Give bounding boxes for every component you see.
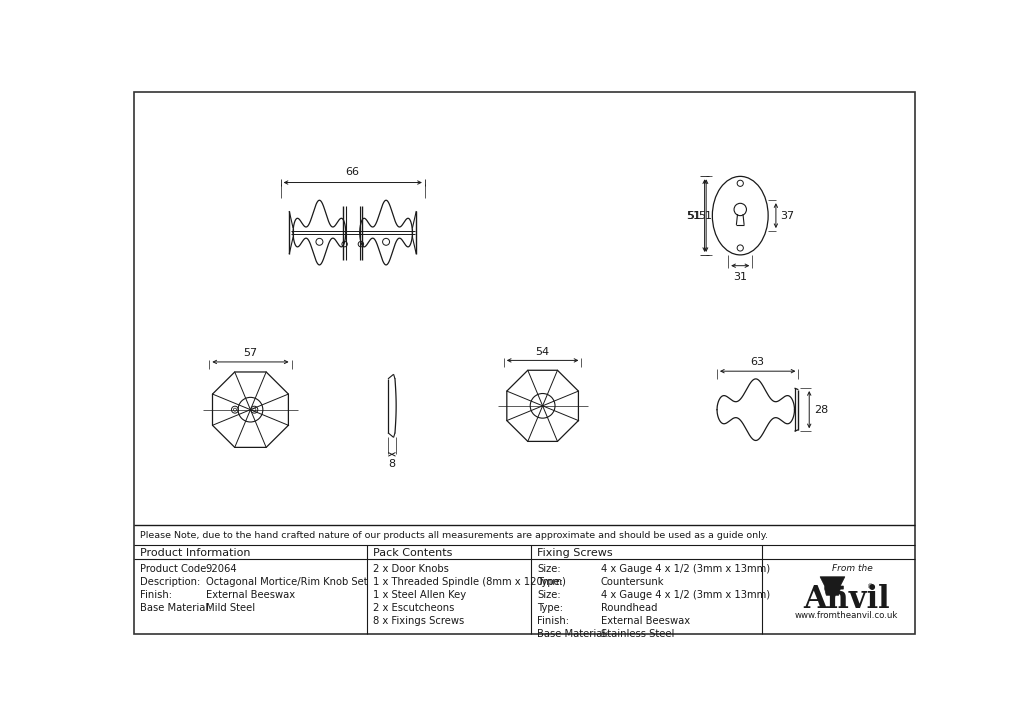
Text: Octagonal Mortice/Rim Knob Set: Octagonal Mortice/Rim Knob Set bbox=[206, 577, 368, 587]
Text: From the: From the bbox=[833, 564, 873, 574]
Text: Stainless Steel: Stainless Steel bbox=[601, 629, 674, 639]
Text: External Beeswax: External Beeswax bbox=[206, 590, 295, 600]
Text: 63: 63 bbox=[751, 357, 765, 367]
Text: 8: 8 bbox=[388, 459, 395, 469]
Text: Base Material:: Base Material: bbox=[538, 629, 608, 639]
Text: 2 x Door Knobs: 2 x Door Knobs bbox=[373, 564, 449, 574]
Text: Please Note, due to the hand crafted nature of our products all measurements are: Please Note, due to the hand crafted nat… bbox=[140, 531, 768, 541]
Text: Finish:: Finish: bbox=[140, 590, 172, 600]
Text: Base Material:: Base Material: bbox=[140, 603, 212, 613]
Text: Mild Steel: Mild Steel bbox=[206, 603, 255, 613]
Text: 37: 37 bbox=[780, 211, 795, 221]
Text: 57: 57 bbox=[244, 348, 257, 358]
Text: 51: 51 bbox=[687, 211, 701, 221]
Text: 66: 66 bbox=[346, 167, 359, 177]
Text: Size:: Size: bbox=[538, 590, 561, 600]
Text: 51: 51 bbox=[698, 211, 713, 221]
Text: 28: 28 bbox=[814, 405, 828, 415]
Polygon shape bbox=[820, 577, 845, 595]
Text: 4 x Gauge 4 x 1/2 (3mm x 13mm): 4 x Gauge 4 x 1/2 (3mm x 13mm) bbox=[601, 564, 770, 574]
Text: 1 x Threaded Spindle (8mm x 120mm): 1 x Threaded Spindle (8mm x 120mm) bbox=[373, 577, 566, 587]
Text: Roundhead: Roundhead bbox=[601, 603, 657, 613]
Text: Fixing Screws: Fixing Screws bbox=[538, 547, 612, 557]
Text: Anvil: Anvil bbox=[803, 585, 890, 615]
Text: Countersunk: Countersunk bbox=[601, 577, 665, 587]
Text: www.fromtheanvil.co.uk: www.fromtheanvil.co.uk bbox=[795, 610, 898, 620]
Text: 2 x Escutcheons: 2 x Escutcheons bbox=[373, 603, 455, 613]
Text: Product Code:: Product Code: bbox=[140, 564, 210, 574]
Text: Product Information: Product Information bbox=[140, 547, 251, 557]
Text: 8 x Fixings Screws: 8 x Fixings Screws bbox=[373, 616, 464, 626]
Text: Finish:: Finish: bbox=[538, 616, 569, 626]
Text: Type:: Type: bbox=[538, 577, 563, 587]
Text: Type:: Type: bbox=[538, 603, 563, 613]
Text: ®: ® bbox=[866, 585, 873, 590]
Text: Pack Contents: Pack Contents bbox=[373, 547, 453, 557]
Text: 92064: 92064 bbox=[206, 564, 238, 574]
Text: 54: 54 bbox=[536, 347, 550, 357]
Text: 51: 51 bbox=[686, 211, 700, 221]
Text: 31: 31 bbox=[733, 272, 748, 282]
Text: External Beeswax: External Beeswax bbox=[601, 616, 690, 626]
Text: 4 x Gauge 4 x 1/2 (3mm x 13mm): 4 x Gauge 4 x 1/2 (3mm x 13mm) bbox=[601, 590, 770, 600]
Text: Size:: Size: bbox=[538, 564, 561, 574]
Text: Description:: Description: bbox=[140, 577, 201, 587]
Text: 1 x Steel Allen Key: 1 x Steel Allen Key bbox=[373, 590, 466, 600]
